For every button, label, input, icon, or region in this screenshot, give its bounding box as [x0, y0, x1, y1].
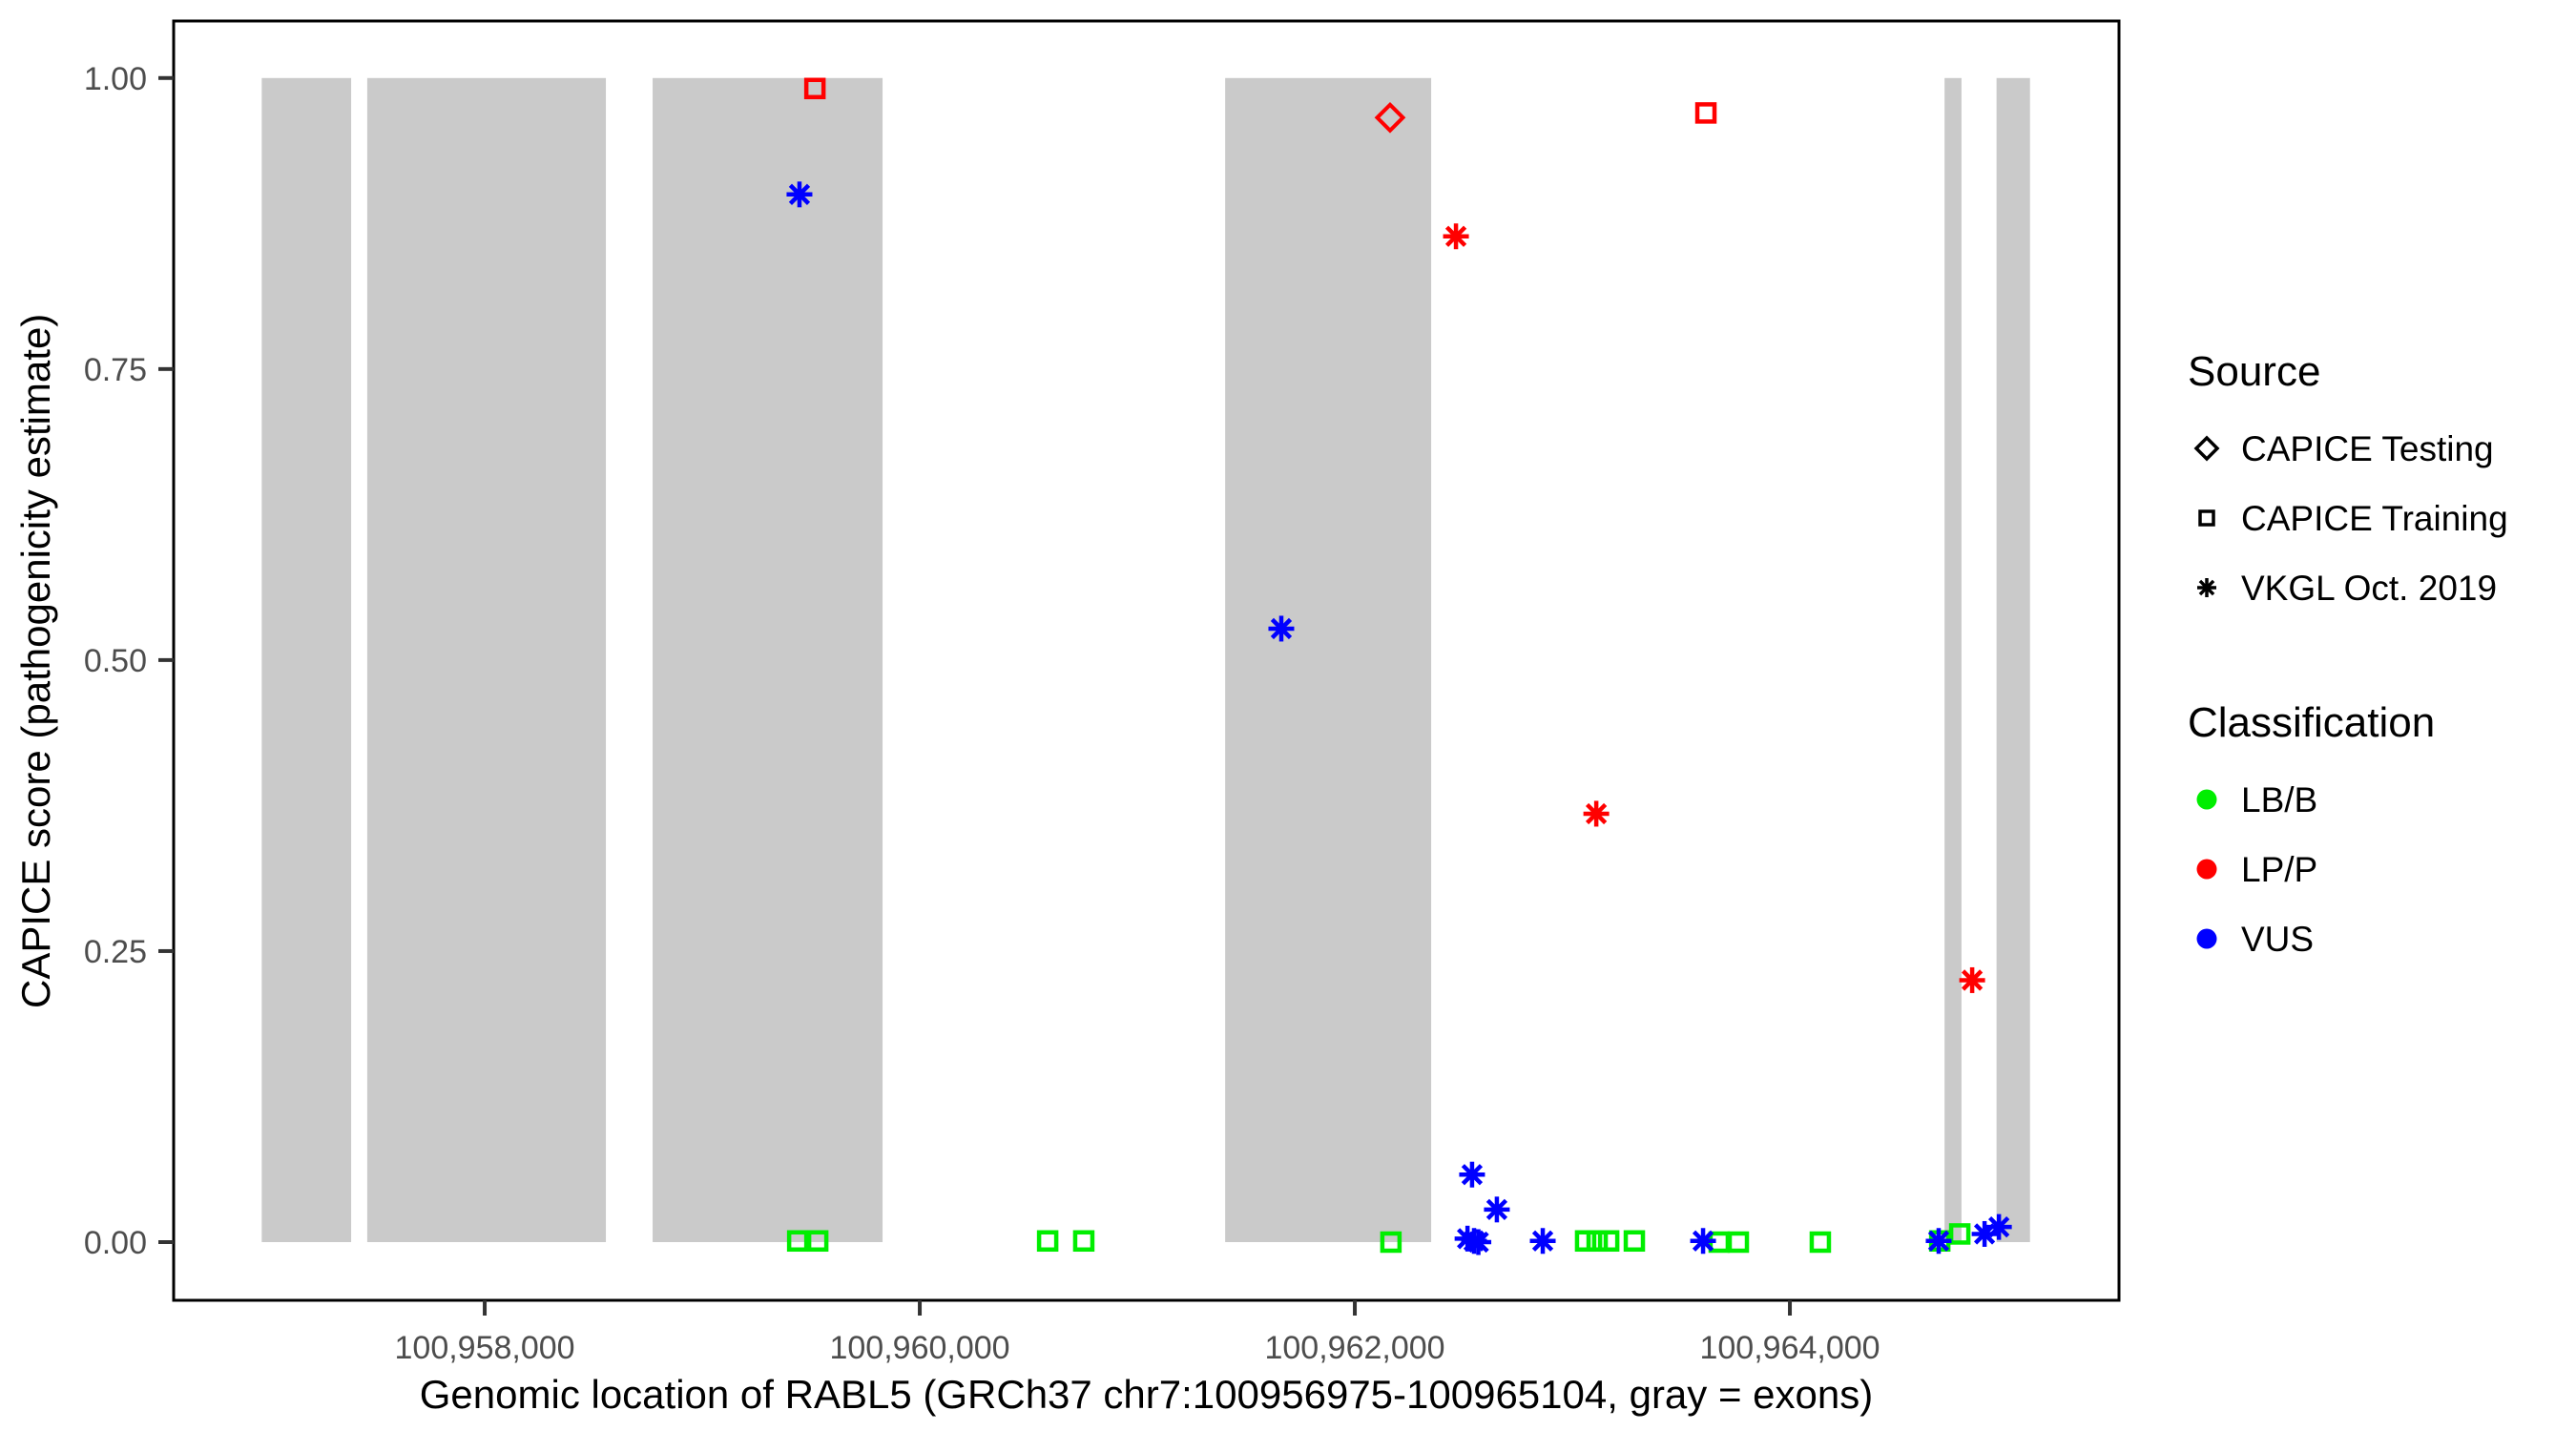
legend-source-title: Source [2188, 348, 2321, 395]
legend-source: Source CAPICE Testing CAPICE Training VKGL… [2188, 351, 2508, 607]
y-tick-label: 0.75 [84, 352, 147, 388]
x-tick-label: 100,962,000 [1264, 1330, 1444, 1366]
data-point-square [1036, 1230, 1059, 1253]
data-point-asterisk [1443, 223, 1469, 250]
legend-source-item: CAPICE Testing [2188, 429, 2508, 467]
exon-bar [653, 77, 883, 1242]
data-point-square [1574, 1230, 1597, 1253]
legend-source-item: VKGL Oct. 2019 [2188, 569, 2508, 607]
x-tick-label: 100,958,000 [395, 1330, 575, 1366]
classification-color-dot-icon [2196, 928, 2217, 949]
legend-classification-item-label: LP/P [2241, 849, 2318, 889]
data-point-square [1597, 1230, 1620, 1253]
legend-classification-item-label: LB/B [2241, 779, 2318, 819]
legend-classification-item: VUS [2188, 920, 2435, 958]
legend-classification-item: LP/P [2188, 850, 2435, 888]
data-point-asterisk [1484, 1196, 1510, 1223]
exon-bar [261, 77, 352, 1242]
diamond-legend-icon [2193, 435, 2220, 462]
x-axis-title: Genomic location of RABL5 (GRCh37 chr7:1… [419, 1372, 1874, 1417]
exon-bar [1225, 77, 1432, 1242]
data-point-asterisk [1959, 966, 1985, 993]
classification-color-dot-icon [2196, 789, 2217, 810]
data-point-asterisk [1985, 1213, 2012, 1240]
legend-source-item: CAPICE Training [2188, 499, 2508, 537]
data-point-asterisk [1529, 1228, 1556, 1255]
data-point-asterisk [1690, 1228, 1716, 1255]
legend-source-items: CAPICE Testing CAPICE Training VKGL Oct. 2… [2188, 418, 2508, 607]
data-point-square [1809, 1231, 1832, 1254]
data-point-square [1948, 1223, 1971, 1245]
legend-classification-item-label: VUS [2241, 919, 2315, 959]
legend-classification-title: Classification [2188, 699, 2436, 746]
data-point-asterisk [1268, 615, 1295, 642]
data-point-diamond [1374, 101, 1406, 134]
legend-source-item-label: CAPICE Training [2241, 498, 2508, 538]
data-point-asterisk [1465, 1229, 1492, 1255]
y-axis-title: CAPICE score (pathogenicity estimate) [13, 313, 58, 1008]
data-point-asterisk [1583, 800, 1610, 827]
exon-bar [366, 77, 607, 1242]
data-point-asterisk [1925, 1228, 1952, 1255]
data-point-square [1586, 1230, 1609, 1253]
legend-source-item-label: CAPICE Testing [2241, 428, 2494, 468]
data-point-asterisk [1459, 1161, 1485, 1188]
y-tick-label: 0.00 [84, 1225, 147, 1261]
y-tick-label: 1.00 [84, 61, 147, 97]
legend-source-item-label: VKGL Oct. 2019 [2241, 568, 2498, 608]
square-legend-icon [2198, 509, 2215, 527]
data-point-square [1623, 1230, 1646, 1253]
data-point-asterisk [786, 181, 813, 208]
classification-color-dot-icon [2196, 859, 2217, 880]
legend-classification-item: LB/B [2188, 780, 2435, 819]
y-tick-label: 0.25 [84, 934, 147, 970]
x-tick-label: 100,960,000 [829, 1330, 1009, 1366]
exon-bar [1944, 77, 1962, 1242]
exon-bar [1996, 77, 2030, 1242]
legend-classification-items: LB/B LP/P VUS [2188, 769, 2435, 958]
data-point-square [1727, 1231, 1750, 1254]
legend-classification: Classification LB/B LP/P VUS [2188, 702, 2435, 958]
x-tick-label: 100,964,000 [1699, 1330, 1880, 1366]
data-point-square [1380, 1231, 1402, 1254]
data-point-square [806, 1230, 829, 1253]
asterisk-legend-icon [2197, 578, 2216, 597]
y-tick-label: 0.50 [84, 643, 147, 679]
data-point-square [786, 1230, 809, 1253]
data-point-square [803, 77, 826, 100]
data-point-square [1694, 102, 1717, 124]
data-point-square [1072, 1230, 1095, 1253]
